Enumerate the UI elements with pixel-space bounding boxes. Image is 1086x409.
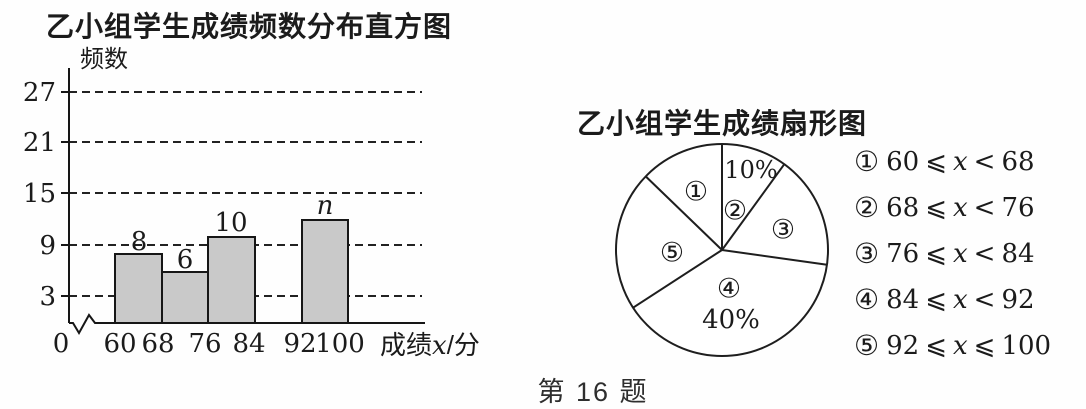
legend-circled-number: ① xyxy=(854,145,880,178)
x-tick-labels: 0 60 68 76 84 92 100 xyxy=(53,329,365,359)
x-axis-title-var: x xyxy=(432,331,447,361)
legend-le-symbol: ⩽ xyxy=(925,285,947,315)
legend-range: 76 ⩽ x <84 xyxy=(883,241,1037,267)
sector-line-136deg xyxy=(645,175,723,251)
legend-lower-bound: 92 xyxy=(886,331,920,361)
sector-line-54deg xyxy=(721,163,786,251)
legend-item-1: ① 60 ⩽ x <68 xyxy=(854,146,1054,178)
bar-label-8: 8 xyxy=(131,227,148,257)
sector-line-213deg xyxy=(632,249,723,309)
sector-label-4: ④ xyxy=(717,274,741,305)
legend-lower-bound: 60 xyxy=(886,147,920,177)
y-tick-label-15: 15 xyxy=(23,179,56,209)
histogram-chart: 27 21 15 9 3 0 60 68 76 84 92 100 8 6 10… xyxy=(23,46,480,361)
sector-label-2: ② xyxy=(723,196,747,227)
x-axis-with-break xyxy=(69,313,425,335)
pie-chart: ① ② ③ ④ ⑤ 10% 40% xyxy=(615,143,829,357)
legend-range: 68 ⩽ x <76 xyxy=(883,195,1037,221)
legend-upper-bound: 92 xyxy=(1001,285,1035,315)
bar-92-100 xyxy=(301,219,349,324)
legend-variable: x xyxy=(953,239,968,269)
legend-range: 84 ⩽ x <92 xyxy=(883,287,1037,313)
legend-cmp-symbol: ⩽ xyxy=(973,331,996,361)
sector-label-1: ① xyxy=(684,177,708,208)
legend-item-5: ⑤ 92 ⩽ x ⩽ 100 xyxy=(854,330,1054,362)
legend-variable: x xyxy=(953,331,968,361)
legend-circled-number: ③ xyxy=(854,237,880,270)
x-tick-label-92: 92 xyxy=(283,329,316,359)
x-tick-label-84: 84 xyxy=(232,329,265,359)
legend-range: 60 ⩽ x <68 xyxy=(883,149,1037,175)
y-axis-title: 频数 xyxy=(80,46,128,73)
bar-76-84 xyxy=(207,236,256,324)
bar-value-labels: 8 6 10 n xyxy=(131,191,334,275)
sector-label-5: ⑤ xyxy=(660,238,684,269)
pie-title: 乙小组学生成绩扇形图 xyxy=(577,108,868,139)
legend-cmp-symbol: < xyxy=(973,193,996,223)
legend-circled-number: ④ xyxy=(854,283,880,316)
legend-cmp-symbol: < xyxy=(973,239,996,269)
legend-item-3: ③ 76 ⩽ x <84 xyxy=(854,238,1054,270)
x-axis-title-suffix: /分 xyxy=(447,330,480,360)
pie-sector-labels: ① ② ③ ④ ⑤ 10% 40% xyxy=(660,156,795,335)
legend-range: 92 ⩽ x ⩽ 100 xyxy=(883,333,1054,359)
legend-le-symbol: ⩽ xyxy=(925,193,947,223)
legend-item-2: ② 68 ⩽ x <76 xyxy=(854,192,1054,224)
legend-upper-bound: 100 xyxy=(1001,331,1052,361)
pie-legend: ① 60 ⩽ x <68 ② 68 ⩽ x <76 ③ 76 ⩽ x <84 ④ 84 ⩽ x <92 … xyxy=(854,146,1054,362)
y-tick-label-3: 3 xyxy=(39,282,56,312)
legend-lower-bound: 76 xyxy=(886,239,920,269)
x-tick-label-68: 68 xyxy=(141,329,174,359)
x-axis-title-prefix: 成绩 xyxy=(380,330,432,360)
legend-le-symbol: ⩽ xyxy=(925,239,947,269)
y-tick-label-9: 9 xyxy=(39,231,56,261)
bar-68-76 xyxy=(161,271,209,324)
y-axis-ticks xyxy=(61,91,69,297)
y-tick-labels: 27 21 15 9 3 xyxy=(23,78,56,312)
x-axis-title: 成绩x/分 xyxy=(380,330,480,361)
x-tick-label-100: 100 xyxy=(315,329,365,359)
legend-upper-bound: 84 xyxy=(1001,239,1035,269)
legend-lower-bound: 84 xyxy=(886,285,920,315)
legend-lower-bound: 68 xyxy=(886,193,920,223)
legend-upper-bound: 68 xyxy=(1001,147,1035,177)
legend-variable: x xyxy=(953,193,968,223)
legend-item-4: ④ 84 ⩽ x <92 xyxy=(854,284,1054,316)
bar-60-68 xyxy=(114,253,163,324)
legend-circled-number: ⑤ xyxy=(854,329,880,362)
bars xyxy=(114,219,349,324)
legend-variable: x xyxy=(953,285,968,315)
pct-label-10: 10% xyxy=(724,156,777,184)
legend-le-symbol: ⩽ xyxy=(925,147,947,177)
legend-cmp-symbol: < xyxy=(973,147,996,177)
x-tick-label-60: 60 xyxy=(103,329,136,359)
legend-le-symbol: ⩽ xyxy=(925,331,947,361)
y-tick-label-21: 21 xyxy=(23,128,56,158)
y-tick-label-27: 27 xyxy=(23,78,56,108)
sector-line-352deg xyxy=(721,249,828,266)
bar-label-n: n xyxy=(317,191,334,221)
histogram-title: 乙小组学生成绩频数分布直方图 xyxy=(46,11,453,42)
pie-sector-lines xyxy=(632,144,828,309)
legend-cmp-symbol: < xyxy=(973,285,996,315)
bar-label-6: 6 xyxy=(177,245,194,275)
bar-label-10: 10 xyxy=(214,208,247,238)
x-tick-label-76: 76 xyxy=(188,329,221,359)
x-origin-label: 0 xyxy=(53,329,70,359)
legend-upper-bound: 76 xyxy=(1001,193,1035,223)
pct-label-40: 40% xyxy=(702,305,760,335)
legend-variable: x xyxy=(953,147,968,177)
legend-circled-number: ② xyxy=(854,191,880,224)
figure-caption: 第 16 题 xyxy=(537,377,649,407)
sector-label-3: ③ xyxy=(771,215,795,246)
